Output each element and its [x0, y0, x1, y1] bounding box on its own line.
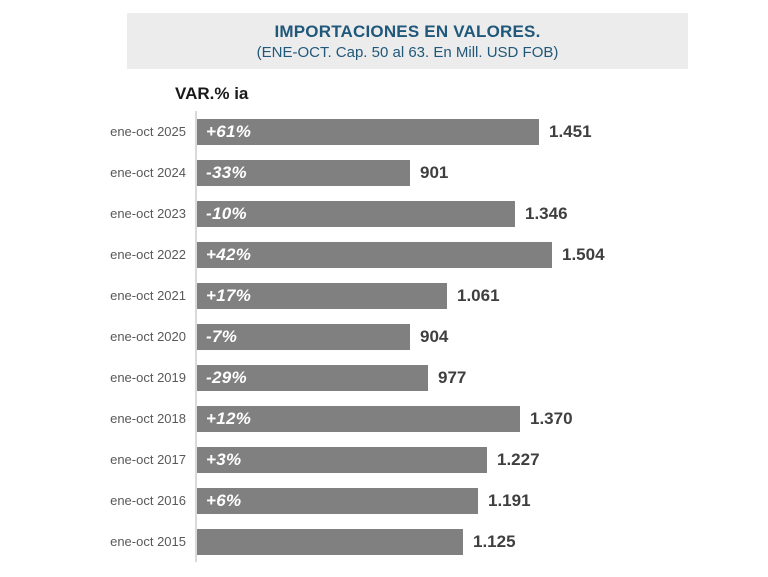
value-label: 1.061 [457, 285, 500, 305]
category-label: ene-oct 2022 [110, 247, 186, 262]
value-label: 1.346 [525, 203, 568, 223]
category-label: ene-oct 2020 [110, 329, 186, 344]
var-pct-axis-note: VAR.% ia [175, 84, 249, 103]
bar-row: ene-oct 2016 +6% 1.191 [98, 480, 718, 521]
var-pct-label: -7% [206, 326, 238, 346]
value-label: 1.125 [473, 531, 516, 551]
bar-row: ene-oct 2024 -33% 901 [98, 152, 718, 193]
var-pct-label: +17% [206, 285, 252, 305]
var-pct-label: +42% [206, 244, 252, 264]
var-pct-label: +61% [206, 121, 252, 141]
chart-subtitle: (ENE-OCT. Cap. 50 al 63. En Mill. USD FO… [256, 43, 559, 61]
bar-row: ene-oct 2025 +61% 1.451 [98, 111, 718, 152]
value-label: 904 [420, 326, 449, 346]
bar-track: +6% 1.191 [195, 480, 718, 521]
category-label: ene-oct 2016 [110, 493, 186, 508]
bar: +3% [197, 446, 487, 473]
value-label: 901 [420, 162, 449, 182]
bar-track: +42% 1.504 [195, 234, 718, 275]
bar: -7% [197, 323, 410, 350]
bar-row: ene-oct 2017 +3% 1.227 [98, 439, 718, 480]
bar: +6% [197, 487, 478, 514]
chart-header: IMPORTACIONES EN VALORES. (ENE-OCT. Cap.… [127, 13, 688, 69]
bar-track: -7% 904 [195, 316, 718, 357]
var-pct-label: -33% [206, 162, 247, 182]
category-label: ene-oct 2024 [110, 165, 186, 180]
bar-row: ene-oct 2019 -29% 977 [98, 357, 718, 398]
value-label: 1.504 [562, 244, 605, 264]
bar-track: +17% 1.061 [195, 275, 718, 316]
bar-track: +12% 1.370 [195, 398, 718, 439]
bar-track: -33% 901 [195, 152, 718, 193]
bar-row: ene-oct 2022 +42% 1.504 [98, 234, 718, 275]
value-label: 977 [438, 367, 467, 387]
bar: -29% [197, 364, 428, 391]
category-label: ene-oct 2018 [110, 411, 186, 426]
bar-row: ene-oct 2021 +17% 1.061 [98, 275, 718, 316]
value-label: 1.227 [497, 449, 540, 469]
category-label: ene-oct 2021 [110, 288, 186, 303]
category-label: ene-oct 2019 [110, 370, 186, 385]
bar: +61% [197, 118, 539, 145]
bar-track: -10% 1.346 [195, 193, 718, 234]
category-label: ene-oct 2023 [110, 206, 186, 221]
value-label: 1.451 [549, 121, 592, 141]
var-pct-label: -29% [206, 367, 247, 387]
bar-row: ene-oct 2018 +12% 1.370 [98, 398, 718, 439]
var-pct-label: +12% [206, 408, 252, 428]
category-label: ene-oct 2025 [110, 124, 186, 139]
var-pct-label: +3% [206, 449, 242, 469]
bar: -33% [197, 159, 410, 186]
bar: +42% [197, 241, 552, 268]
var-pct-label: -10% [206, 203, 247, 223]
var-pct-label: +6% [206, 490, 242, 510]
bar-track: 1.125 [195, 521, 718, 562]
bar-track: +3% 1.227 [195, 439, 718, 480]
value-label: 1.370 [530, 408, 573, 428]
bar: -10% [197, 200, 515, 227]
bar [197, 528, 463, 555]
bar-rows: ene-oct 2025 +61% 1.451 ene-oct 2024 -33% 901… [98, 111, 718, 562]
bar-row: ene-oct 2020 -7% 904 [98, 316, 718, 357]
chart-title: IMPORTACIONES EN VALORES. [274, 21, 541, 41]
bar: +17% [197, 282, 447, 309]
category-label: ene-oct 2017 [110, 452, 186, 467]
bar: +12% [197, 405, 520, 432]
bar-row: ene-oct 2023 -10% 1.346 [98, 193, 718, 234]
bar-track: +61% 1.451 [195, 111, 718, 152]
category-label: ene-oct 2015 [110, 534, 186, 549]
value-label: 1.191 [488, 490, 531, 510]
bar-row: ene-oct 2015 1.125 [98, 521, 718, 562]
bar-track: -29% 977 [195, 357, 718, 398]
